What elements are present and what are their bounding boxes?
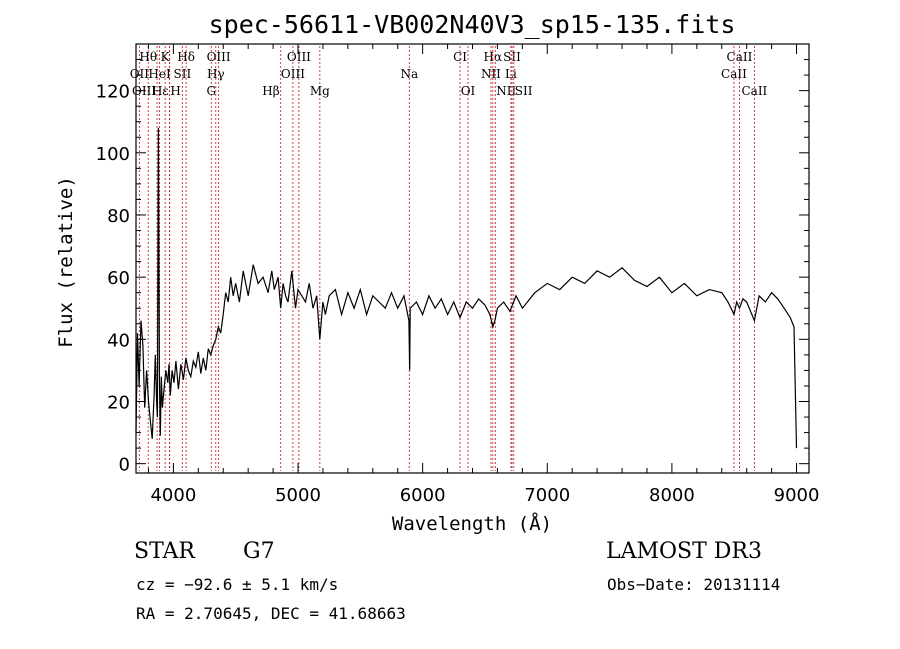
line-marker-label: OIII: [287, 50, 311, 64]
line-marker-label: Mg: [310, 84, 330, 98]
line-marker-label: SII: [174, 67, 192, 81]
line-marker-label: Hγ: [207, 67, 225, 81]
line-marker-label: Hα: [484, 50, 503, 64]
ra-dec: RA = 2.70645, DEC = 41.68663: [136, 604, 406, 623]
line-marker-label: CI: [453, 50, 467, 64]
y-tick-label: 60: [107, 268, 130, 289]
x-tick-label: 9000: [774, 485, 820, 506]
x-tick-label: 5000: [275, 485, 321, 506]
x-axis-label: Wavelength (Å): [392, 512, 552, 535]
line-marker-label: NII: [481, 67, 501, 81]
y-tick-label: 80: [107, 206, 130, 227]
line-marker-label: Hε: [152, 84, 169, 98]
line-marker-label: CaII: [727, 50, 753, 64]
object-class: STAR: [134, 539, 196, 564]
x-axis-ticks: 4000 5000 6000 7000 8000 9000: [147, 44, 820, 506]
survey-name: LAMOST DR3: [606, 539, 762, 564]
line-marker-label: SII: [515, 84, 533, 98]
y-tick-label: 120: [96, 82, 130, 103]
line-marker-label: Hθ: [139, 50, 157, 64]
line-marker-label: H: [170, 84, 180, 98]
x-tick-label: 6000: [400, 485, 446, 506]
y-tick-label: 100: [96, 144, 130, 165]
line-marker-label: OIII: [207, 50, 231, 64]
plot-frame: [135, 43, 810, 474]
line-marker-label: OII: [130, 67, 150, 81]
line-marker-label: SII: [503, 50, 521, 64]
line-marker-label: NII: [496, 84, 516, 98]
x-tick-label: 4000: [150, 485, 196, 506]
line-marker-label: G: [206, 84, 216, 98]
line-marker-label: Li: [505, 67, 517, 81]
x-tick-label: 7000: [524, 485, 570, 506]
obs-date: Obs−Date: 20131114: [607, 575, 780, 594]
line-marker-label: K: [161, 50, 171, 64]
spectrum-line: [135, 127, 798, 449]
line-marker-label: CaII: [741, 84, 767, 98]
object-subclass: G7: [243, 539, 275, 564]
line-marker-label: HeI: [148, 67, 171, 81]
y-axis-ticks: 0 20 40 60 80 100 120: [96, 43, 809, 476]
y-tick-label: 20: [107, 393, 130, 414]
y-axis-label: Flux (relative): [55, 176, 77, 348]
chart-title: spec-56611-VB002N40V3_sp15-135.fits: [209, 10, 736, 39]
x-tick-label: 8000: [649, 485, 695, 506]
line-marker-label: Na: [400, 67, 418, 81]
line-marker-label: CaII: [721, 67, 747, 81]
line-marker-label: Hδ: [177, 50, 195, 64]
redshift-cz: cz = −92.6 ± 5.1 km/s: [136, 575, 338, 594]
y-tick-label: 40: [107, 330, 130, 351]
line-marker-label: Hβ: [262, 84, 279, 98]
line-marker-label: OI: [461, 84, 476, 98]
line-marker-label: OIII: [281, 67, 305, 81]
y-tick-label: 0: [119, 455, 130, 476]
